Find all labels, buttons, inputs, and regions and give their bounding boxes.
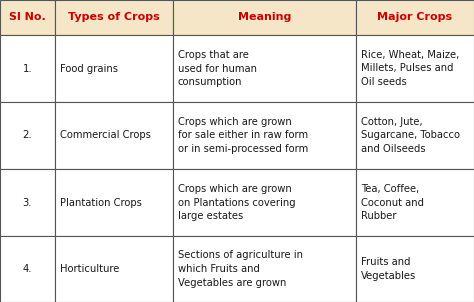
Text: Major Crops: Major Crops bbox=[377, 12, 453, 23]
Bar bbox=[55, 35, 173, 102]
Bar bbox=[55, 236, 173, 302]
Bar bbox=[173, 169, 356, 236]
Bar bbox=[356, 169, 474, 236]
Text: Crops which are grown
for sale either in raw form
or in semi-processed form: Crops which are grown for sale either in… bbox=[178, 117, 308, 154]
Text: 2.: 2. bbox=[23, 130, 32, 140]
Text: Food grains: Food grains bbox=[60, 63, 118, 73]
Bar bbox=[0, 35, 55, 102]
Text: Horticulture: Horticulture bbox=[60, 264, 119, 274]
Text: Rice, Wheat, Maize,
Millets, Pulses and
Oil seeds: Rice, Wheat, Maize, Millets, Pulses and … bbox=[361, 50, 459, 87]
Text: 1.: 1. bbox=[23, 63, 32, 73]
Bar bbox=[55, 169, 173, 236]
Bar bbox=[173, 0, 356, 35]
Text: Cotton, Jute,
Sugarcane, Tobacco
and Oilseeds: Cotton, Jute, Sugarcane, Tobacco and Oil… bbox=[361, 117, 460, 154]
Bar bbox=[173, 236, 356, 302]
Text: 3.: 3. bbox=[23, 198, 32, 207]
Bar bbox=[173, 102, 356, 169]
Text: Tea, Coffee,
Coconut and
Rubber: Tea, Coffee, Coconut and Rubber bbox=[361, 184, 424, 221]
Text: Types of Crops: Types of Crops bbox=[68, 12, 160, 23]
Text: Sl No.: Sl No. bbox=[9, 12, 46, 23]
Bar bbox=[55, 0, 173, 35]
Text: Meaning: Meaning bbox=[238, 12, 291, 23]
Bar bbox=[55, 102, 173, 169]
Text: Fruits and
Vegetables: Fruits and Vegetables bbox=[361, 257, 416, 281]
Bar bbox=[0, 102, 55, 169]
Bar bbox=[356, 236, 474, 302]
Bar bbox=[0, 236, 55, 302]
Bar bbox=[356, 102, 474, 169]
Text: Sections of agriculture in
which Fruits and
Vegetables are grown: Sections of agriculture in which Fruits … bbox=[178, 250, 303, 288]
Text: 4.: 4. bbox=[23, 264, 32, 274]
Text: Commercial Crops: Commercial Crops bbox=[60, 130, 151, 140]
Text: Crops which are grown
on Plantations covering
large estates: Crops which are grown on Plantations cov… bbox=[178, 184, 296, 221]
Bar bbox=[356, 35, 474, 102]
Text: Plantation Crops: Plantation Crops bbox=[60, 198, 142, 207]
Bar bbox=[356, 0, 474, 35]
Bar bbox=[173, 35, 356, 102]
Bar bbox=[0, 169, 55, 236]
Bar bbox=[0, 0, 55, 35]
Text: Crops that are
used for human
consumption: Crops that are used for human consumptio… bbox=[178, 50, 257, 87]
